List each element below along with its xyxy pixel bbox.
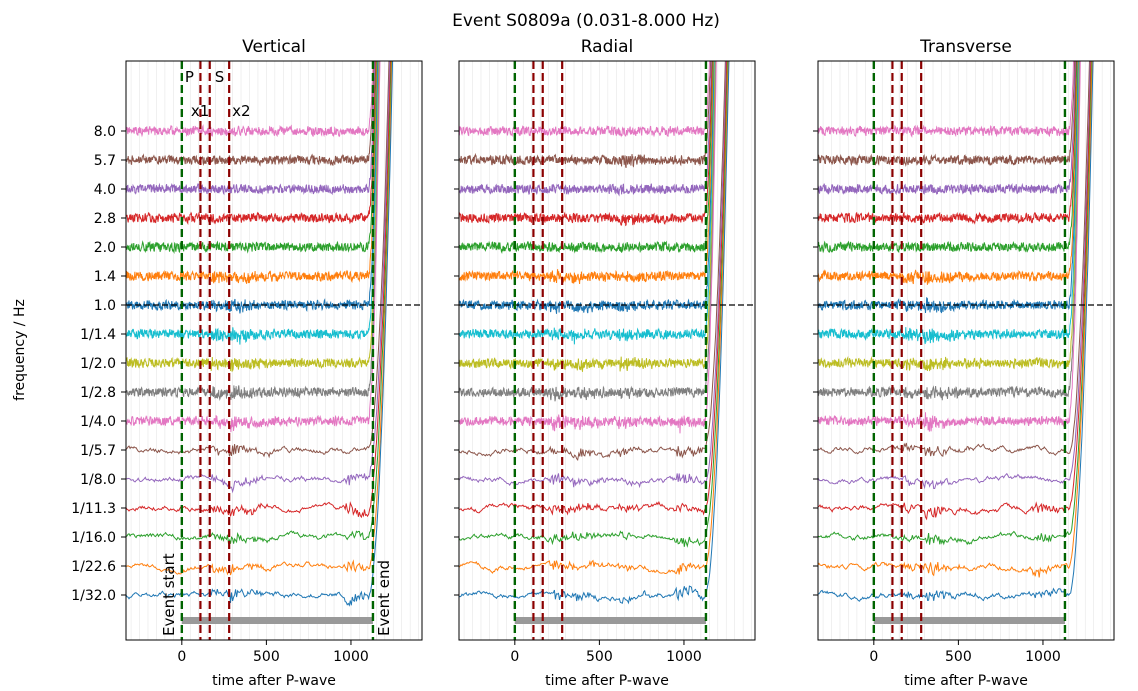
panel-frame xyxy=(458,60,756,641)
phase-label-p: P xyxy=(185,68,194,86)
event-end-label: Event end xyxy=(375,560,393,636)
trace-13 xyxy=(818,61,1091,490)
x-tick-label: 500 xyxy=(945,649,972,665)
pick-label-x2: x2 xyxy=(232,102,250,120)
y-tick-label: 1.0 xyxy=(94,298,116,314)
panel-frame xyxy=(125,60,423,641)
y-tick-label: 1/5.7 xyxy=(80,443,116,459)
y-tick-label: 1/11.3 xyxy=(71,501,116,517)
y-tick-label: 2.0 xyxy=(94,240,116,256)
trace-2 xyxy=(818,61,1076,168)
y-tick-label: 5.7 xyxy=(94,153,116,169)
x-tick-label: 1000 xyxy=(666,649,702,665)
event-window-bar xyxy=(181,617,373,624)
panel-vertical: Vertical 0 500 1000 time after P-wave 8.0 5.7 4… xyxy=(71,37,423,689)
x-tick-label: 500 xyxy=(253,649,280,665)
y-tick-label: 1/8.0 xyxy=(80,472,116,488)
trace-10 xyxy=(126,61,380,402)
panel-title: Radial xyxy=(581,37,634,57)
y-tick-label: 1/4.0 xyxy=(80,414,116,430)
x-axis-label: time after P-wave xyxy=(545,673,669,689)
x-tick-label: 0 xyxy=(510,649,519,665)
trace-3 xyxy=(818,61,1077,196)
x-tick-label: 1000 xyxy=(1025,649,1061,665)
x-tick-label: 0 xyxy=(869,649,878,665)
y-tick-label: 1/1.4 xyxy=(80,327,116,343)
trace-15 xyxy=(459,61,729,548)
x-tick-label: 0 xyxy=(177,649,186,665)
y-tick-label: 1/32.0 xyxy=(71,588,116,604)
event-window-bar xyxy=(873,617,1065,624)
trace-1 xyxy=(818,61,1075,138)
panel-radial: Radial 0 500 1000 time after P-wave xyxy=(454,37,756,689)
y-tick-label: 1/2.0 xyxy=(80,356,116,372)
trace-9 xyxy=(126,61,380,372)
trace-8 xyxy=(818,61,1080,345)
panel-title: Vertical xyxy=(242,37,306,57)
y-tick-label: 1/22.6 xyxy=(71,559,116,575)
y-tick-label: 4.0 xyxy=(94,182,116,198)
x-axis-label: time after P-wave xyxy=(212,673,336,689)
trace-7 xyxy=(126,61,379,314)
trace-9 xyxy=(459,61,716,372)
trace-11 xyxy=(459,61,717,434)
y-tick-label: 1.4 xyxy=(94,269,116,285)
y-tick-label: 1/2.8 xyxy=(80,385,116,401)
panel-title: Transverse xyxy=(919,37,1012,57)
x-tick-label: 1000 xyxy=(333,649,369,665)
y-axis-label: frequency / Hz xyxy=(12,299,28,401)
panel-transverse: Transverse 0 500 1000 time after P-wave xyxy=(813,37,1115,689)
phase-label-s: S xyxy=(215,68,225,86)
x-tick-label: 500 xyxy=(586,649,613,665)
trace-14 xyxy=(818,61,1092,521)
y-tick-label: 1/16.0 xyxy=(71,530,116,546)
traces-group xyxy=(818,61,1094,602)
y-tick-label: 8.0 xyxy=(94,124,116,140)
trace-5 xyxy=(126,61,377,254)
panel-frame xyxy=(817,60,1115,641)
event-window-bar xyxy=(514,617,706,624)
pick-label-x1: x1 xyxy=(191,102,209,120)
trace-10 xyxy=(818,61,1081,401)
figure-title: Event S0809a (0.031-8.000 Hz) xyxy=(452,11,720,31)
panels-group: Vertical 0 500 1000 time after P-wave 8.0 5.7 4… xyxy=(71,37,1115,689)
y-tick-label: 2.8 xyxy=(94,211,116,227)
event-start-label: Event start xyxy=(160,553,178,636)
trace-16 xyxy=(818,61,1093,578)
traces-group xyxy=(126,61,394,607)
panel-grid xyxy=(822,61,1111,640)
x-axis-label: time after P-wave xyxy=(904,673,1028,689)
traces-group xyxy=(459,61,730,605)
